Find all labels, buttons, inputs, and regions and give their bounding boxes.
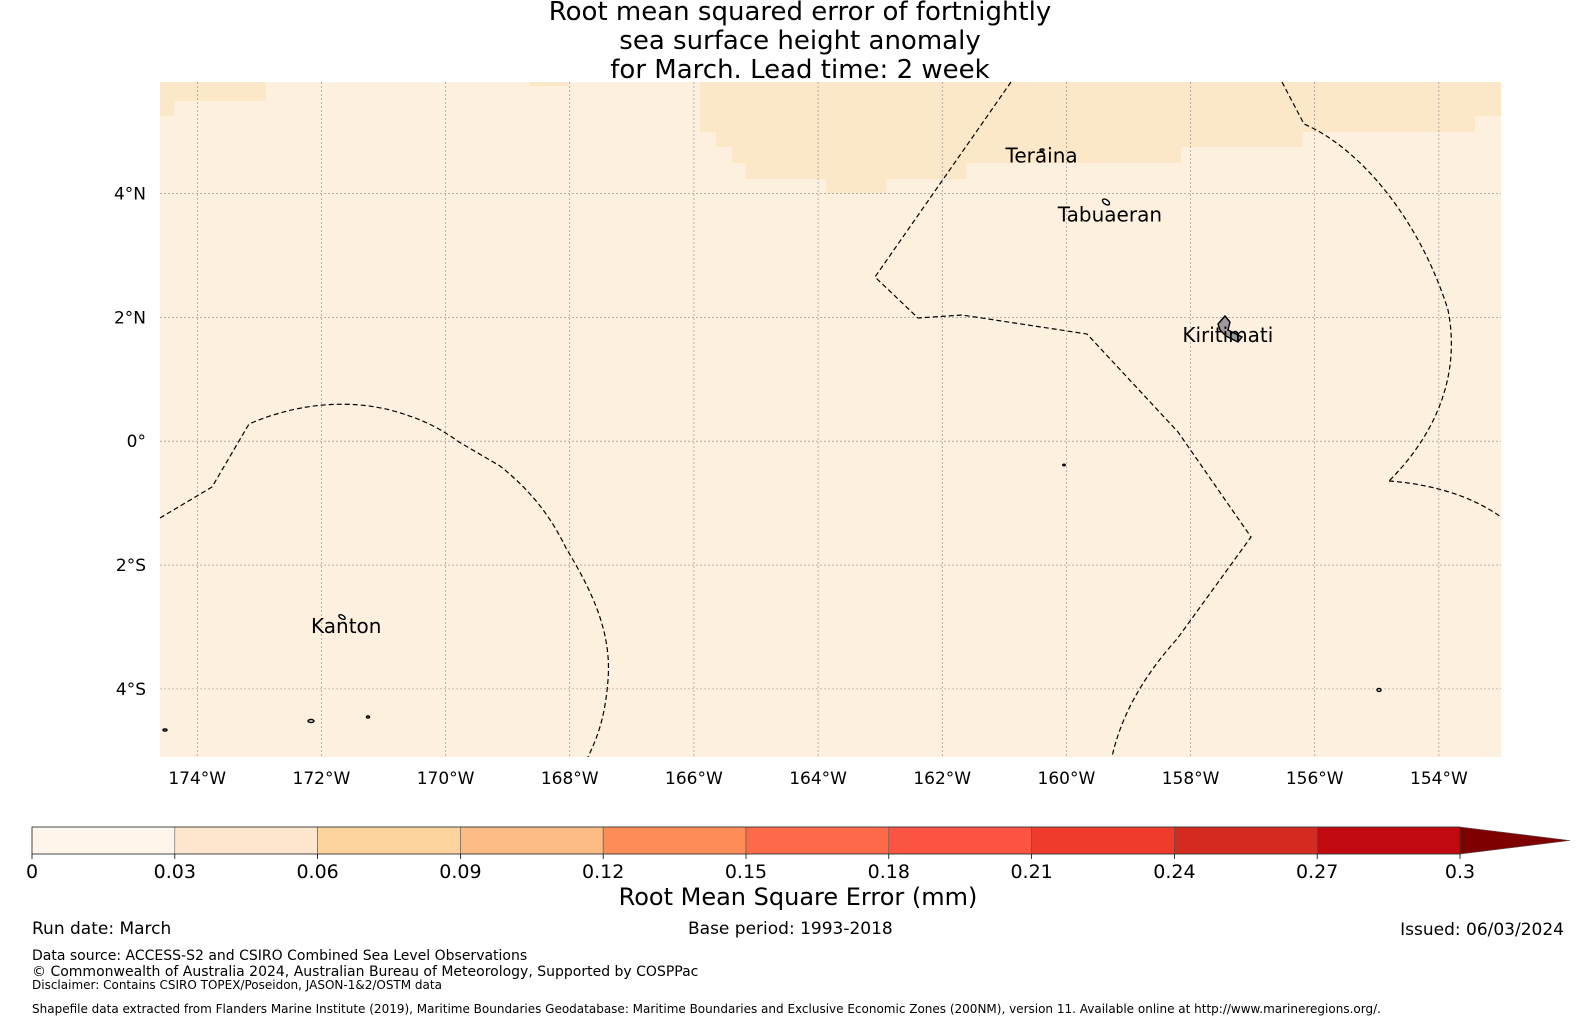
chart-title-line-3: for March. Lead time: 2 week [610, 55, 990, 85]
colorbar-extend-arrow [1459, 826, 1571, 855]
eez-boundary-east-north [1281, 81, 1452, 482]
chart-title-line-1: Root mean squared error of fortnightly [548, 0, 1052, 27]
place-label: Kiritimati [1182, 323, 1273, 347]
islands [162, 148, 1382, 732]
data-source: Data source: ACCESS-S2 and CSIRO Combine… [32, 948, 528, 964]
colorbar-segment [460, 826, 604, 855]
lat-tick-label: 4°S [116, 680, 146, 700]
colorbar-tick-label: 0.27 [1296, 861, 1338, 883]
lon-tick-label: 168°W [541, 769, 599, 789]
colorbar-tick-label: 0.15 [725, 861, 767, 883]
lon-tick-label: 158°W [1162, 769, 1220, 789]
island-jarvis [1062, 463, 1066, 467]
issued-date: Issued: 06/03/2024 [1400, 920, 1564, 940]
place-labels: Teraina Tabuaeran Kiritimati Kanton [311, 144, 1273, 639]
chart-title-line-2: sea surface height anomaly [619, 26, 981, 56]
axis-tick-labels: 174°W 172°W 170°W 168°W 166°W 164°W 162°W 160°W… [114, 184, 1468, 789]
lon-tick-label: 172°W [293, 769, 351, 789]
island-west-edge [162, 728, 168, 732]
graticule [160, 82, 1501, 757]
colorbar-tick-label: 0 [26, 861, 38, 883]
run-date: Run date: March [32, 919, 172, 939]
colorbar-tick-label: 0.18 [868, 861, 910, 883]
colorbar-segment [602, 826, 747, 855]
colorbar-tick-label: 0.24 [1153, 861, 1195, 883]
colorbar-tick-label: 0.21 [1010, 861, 1052, 883]
place-label: Tabuaeran [1057, 202, 1162, 226]
lat-tick-label: 2°N [114, 308, 146, 328]
colorbar-segment [1174, 826, 1318, 855]
place-label: Kanton [311, 614, 381, 638]
colorbar-outline [31, 826, 1461, 855]
island-birnie [365, 715, 371, 719]
lon-tick-label: 156°W [1286, 769, 1344, 789]
base-period: Base period: 1993-2018 [688, 919, 893, 939]
colorbar-segment [31, 826, 176, 855]
lon-tick-label: 162°W [913, 769, 971, 789]
colorbar-segment [745, 826, 890, 855]
disclaimer: Disclaimer: Contains CSIRO TOPEX/Poseido… [32, 978, 442, 992]
map-background [160, 82, 1501, 757]
colorbar-tick-label: 0.03 [154, 861, 196, 883]
error-field-higher-cells [160, 82, 1501, 193]
eez-boundary-line-islands [874, 81, 1252, 758]
island-kiritimati [1217, 314, 1244, 343]
eez-boundaries [159, 81, 1502, 758]
lat-tick-label: 4°N [114, 184, 146, 204]
island-enderbury [307, 718, 315, 724]
lon-tick-label: 174°W [168, 769, 226, 789]
colorbar-tick-label: 0.06 [296, 861, 338, 883]
island-tabuaeran [1101, 198, 1111, 206]
colorbar-segment [1316, 826, 1461, 855]
lon-tick-label: 166°W [665, 769, 723, 789]
lat-tick-label: 2°S [116, 556, 146, 576]
island-malden [1376, 687, 1382, 693]
lon-tick-label: 164°W [789, 769, 847, 789]
place-label: Teraina [1005, 144, 1078, 168]
shapefile-credit: Shapefile data extracted from Flanders M… [32, 1002, 1381, 1016]
colorbar-segment [317, 826, 461, 855]
lat-tick-label: 0° [127, 432, 146, 452]
eez-boundary-east-south [1388, 480, 1502, 518]
lon-tick-label: 160°W [1038, 769, 1096, 789]
colorbar-segment [174, 826, 318, 855]
colorbar-segment [888, 826, 1032, 855]
eez-boundary-phoenix-islands [159, 403, 610, 758]
lon-tick-label: 154°W [1410, 769, 1468, 789]
colorbar-label: Root Mean Square Error (mm) [619, 883, 978, 911]
colorbar-tick-label: 0.12 [582, 861, 624, 883]
lon-tick-label: 170°W [417, 769, 475, 789]
island-teraina [1039, 148, 1045, 152]
colorbar-tick-label: 0.09 [439, 861, 481, 883]
copyright: © Commonwealth of Australia 2024, Austra… [32, 964, 699, 980]
island-kanton [338, 613, 346, 621]
colorbar-segment [1031, 826, 1175, 855]
colorbar-tick-label: 0.3 [1445, 861, 1475, 883]
